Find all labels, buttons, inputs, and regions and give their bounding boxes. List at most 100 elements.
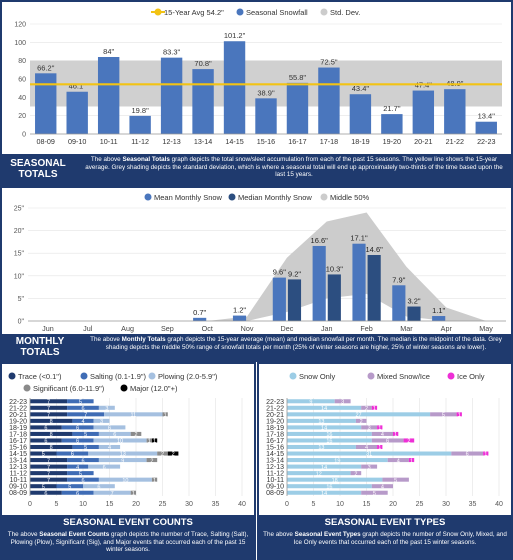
segment (287, 477, 383, 482)
x-tick-label: 25 (159, 501, 167, 508)
segment-data-label: 7 (47, 406, 50, 412)
segment (355, 444, 378, 450)
segment-data-label: 2 (365, 406, 368, 412)
x-tick-label: Jan (321, 324, 333, 333)
x-tick-label: 0 (285, 501, 289, 508)
y-tick-label: 18-19 (266, 425, 284, 432)
bar-data-label: 19.8" (132, 106, 150, 115)
segment-data-label: 2 (407, 439, 410, 445)
segment (371, 431, 393, 436)
segment-data-label: 16 (326, 484, 332, 490)
x-tick-label: 40 (238, 501, 246, 508)
types-legend-1-label: Mixed Snow/Ice (377, 372, 430, 381)
mean-bar (432, 316, 446, 321)
segment (30, 405, 68, 410)
y-tick-label: 20-21 (9, 412, 27, 419)
x-tick-label: 10 (336, 501, 344, 508)
y-tick-label: 13-14 (9, 458, 27, 465)
mean-data-label: 16.6" (311, 236, 329, 245)
segment-data-label: 6 (113, 432, 116, 438)
bar-data-label: 72.5" (320, 58, 338, 67)
segment-data-label: 2 (161, 452, 164, 458)
segment-data-label: 14 (321, 426, 327, 432)
bar (35, 73, 57, 134)
segment (130, 431, 142, 436)
segment (61, 425, 94, 430)
x-tick-label: 19-20 (383, 137, 401, 146)
segment (67, 399, 94, 404)
mean-data-label: 7.9" (392, 275, 405, 284)
y-tick-label: 19-20 (266, 418, 284, 425)
x-tick-label: 30 (185, 501, 193, 508)
segment (88, 464, 121, 469)
segment (451, 451, 484, 456)
segment (30, 464, 68, 469)
segment-data-label: 7 (47, 471, 50, 477)
segment-data-label: 6 (44, 426, 47, 432)
legend-mean-label: Mean Monthly Snow (154, 193, 223, 202)
event-counts-description: The above Seasonal Event Counts graph de… (7, 531, 249, 554)
x-tick-label: 20 (389, 501, 397, 508)
segment (456, 412, 462, 417)
segment-data-label: 1 (164, 413, 167, 419)
bar (381, 114, 403, 134)
seasonal-totals-title: SEASONAL TOTALS (10, 158, 66, 180)
bar (66, 91, 88, 134)
events-legend-0-swatch (8, 372, 16, 380)
event-types-description: The above Seasonal Event Types graph dep… (263, 531, 507, 546)
segment (61, 438, 94, 443)
x-tick-label: 15-16 (257, 137, 275, 146)
segment-data-label: 27 (355, 413, 361, 419)
types-legend-2-swatch (447, 372, 455, 380)
mean-bar (232, 315, 247, 321)
bar (475, 121, 497, 134)
segment (72, 431, 99, 436)
x-tick-label: 15 (363, 501, 371, 508)
x-tick-label: 16-17 (288, 137, 306, 146)
x-tick-label: 21-22 (446, 137, 464, 146)
y-tick-label: 13-14 (266, 458, 284, 465)
x-tick-label: 20 (132, 501, 140, 508)
segment (361, 425, 378, 430)
segment (371, 438, 404, 443)
segment-data-label: 31 (366, 452, 372, 458)
segment-data-label: 1 (378, 445, 381, 451)
mean-bar (193, 317, 207, 321)
segment-data-label: 3 (100, 419, 103, 425)
median-data-label: 9.2" (288, 269, 301, 278)
segment (93, 425, 126, 430)
y-tick-label: 12-13 (9, 464, 27, 471)
segment-data-label: 12 (316, 471, 322, 477)
types-legend-0-label: Snow Only (299, 372, 336, 381)
y-tick-label: 14-15 (9, 451, 27, 458)
x-tick-label: 5 (312, 501, 316, 508)
segment (157, 451, 168, 456)
bar-data-label: 21.7" (383, 104, 401, 113)
segment-data-label: 7 (47, 458, 50, 464)
bar-data-label: 13.4" (478, 112, 496, 121)
segment-data-label: 18 (332, 478, 338, 484)
segment-data-label: 1 (132, 491, 135, 497)
bar-data-label: 55.8" (289, 73, 307, 82)
x-tick-label: 20-21 (414, 137, 432, 146)
segment (30, 471, 68, 476)
segment (287, 471, 351, 476)
segment (30, 444, 73, 450)
segment-data-label: 6 (108, 426, 111, 432)
events-legend-1-swatch (80, 372, 88, 380)
mean-bar (352, 243, 366, 321)
segment (30, 484, 57, 489)
segment (361, 464, 378, 469)
segment (146, 438, 152, 443)
segment (287, 425, 362, 430)
segment (56, 484, 83, 489)
y-tick-label: 60 (18, 77, 26, 84)
segment-data-label: 11 (130, 413, 136, 419)
monthly-totals-caption: MONTHLY TOTALS The above Monthly Totals … (2, 334, 511, 360)
y-tick-label: 10-11 (10, 477, 27, 484)
segment (403, 438, 415, 443)
segment (72, 418, 94, 423)
segment-data-label: 7 (47, 465, 50, 471)
segment (88, 451, 158, 456)
segment (371, 484, 393, 489)
